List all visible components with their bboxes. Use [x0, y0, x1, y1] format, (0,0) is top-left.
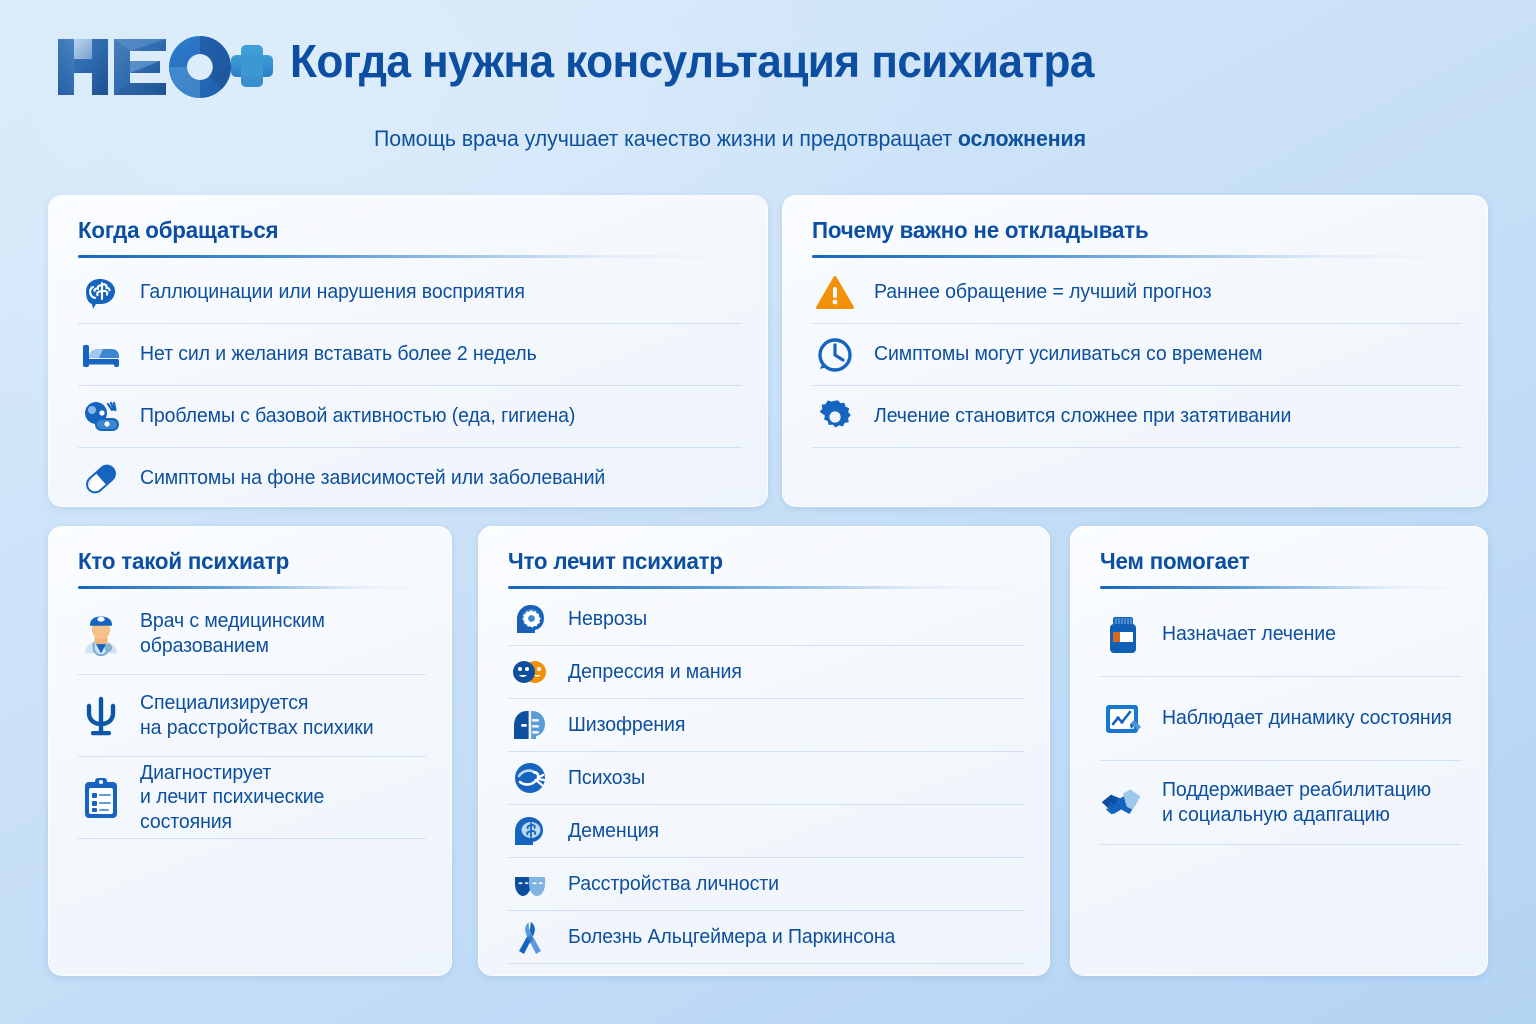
- list-item[interactable]: Шизофрения: [508, 699, 1024, 752]
- list-item-label: Симптомы могут усиливаться со временем: [874, 343, 1263, 366]
- card-title: Почему важно не откладывать: [812, 217, 1149, 243]
- list-item-label: Шизофрения: [568, 713, 686, 736]
- list-item[interactable]: Расстройства личности: [508, 858, 1024, 911]
- list-item-label: Раннее обращение = лучший прогноз: [874, 281, 1212, 304]
- list-item[interactable]: Диагностирует и лечит психические состоя…: [78, 757, 426, 839]
- list-item[interactable]: Психозы: [508, 752, 1024, 805]
- list-item[interactable]: Проблемы с базовой активностью (еда, гиг…: [78, 386, 742, 448]
- card-title-rule: [78, 255, 742, 258]
- neo-plus-logo: [48, 33, 276, 99]
- masks-icon: [508, 862, 552, 906]
- card-title-rule: [78, 586, 426, 589]
- list-item-label: Наблюдает динамику состояния: [1162, 707, 1452, 730]
- page-subtitle: Помощь врача улучшает качество жизни и п…: [22, 126, 1438, 152]
- list-item-label: Галлюцинации или нарушения восприятия: [140, 281, 525, 304]
- head-swirl-icon: [508, 756, 552, 800]
- card-title-rule: [812, 255, 1462, 258]
- list-item-label: Назначает лечение: [1162, 623, 1336, 646]
- card-when-to-seek-help: Когда обращаться Галлюцинации или наруше…: [48, 195, 768, 507]
- list-item[interactable]: Симптомы могут усиливаться со временем: [812, 324, 1462, 386]
- list-item-label: Врач с медицинским образованием: [140, 610, 325, 657]
- doctor-icon: [78, 611, 124, 657]
- handshake-icon: [1100, 780, 1146, 826]
- pill-bottle-icon: [1100, 612, 1146, 658]
- split-head-icon: [508, 703, 552, 747]
- card-who-is-psychiatrist: Кто такой психиатр Врач с меди: [48, 526, 452, 976]
- card-how-it-helps: Чем помогает Назначает лечение: [1070, 526, 1488, 976]
- chart-board-icon: [1100, 696, 1146, 742]
- list-item-label: Диагностирует и лечит психические состоя…: [140, 761, 325, 833]
- list-item-label: Депрессия и мания: [568, 660, 742, 683]
- list-item[interactable]: Специализируется на расстройствах психик…: [78, 675, 426, 757]
- list-item[interactable]: Галлюцинации или нарушения восприятия: [78, 262, 742, 324]
- two-faces-icon: [508, 650, 552, 694]
- card-why-not-delay: Почему важно не откладывать Раннее обращ…: [782, 195, 1488, 507]
- list-item[interactable]: Назначает лечение: [1100, 593, 1462, 677]
- card-title: Чем помогает: [1100, 548, 1250, 574]
- card-title: Что лечит психиатр: [508, 548, 723, 574]
- list-item-label: Деменция: [568, 819, 659, 842]
- card-item-list: Раннее обращение = лучший прогноз Симпто…: [812, 262, 1462, 448]
- clock-icon: [812, 332, 858, 378]
- list-item-label: Психозы: [568, 766, 646, 789]
- card-title-rule: [1100, 586, 1462, 589]
- psi-icon: [78, 693, 124, 739]
- list-item-label: Расстройства личности: [568, 872, 779, 895]
- card-title-rule: [508, 586, 1024, 589]
- list-item[interactable]: Нет сил и желания вставать более 2 недел…: [78, 324, 742, 386]
- warning-triangle-icon: [812, 270, 858, 316]
- header: Когда нужна консультация психиатра Помощ…: [0, 0, 1536, 176]
- list-item[interactable]: Депрессия и мания: [508, 646, 1024, 699]
- ribbon-icon: [508, 915, 552, 959]
- list-item[interactable]: Симптомы на фоне зависимостей или заболе…: [78, 448, 742, 507]
- list-item[interactable]: Поддерживает реабилитацию и социальную а…: [1100, 761, 1462, 845]
- card-title: Кто такой психиатр: [78, 548, 290, 574]
- head-brain-icon: [508, 809, 552, 853]
- subtitle-accent: осложнения: [957, 126, 1086, 151]
- list-item-label: Неврозы: [568, 607, 648, 630]
- list-item[interactable]: Неврозы: [508, 593, 1024, 646]
- bed-icon: [78, 332, 124, 378]
- list-item-label: Нет сил и желания вставать более 2 недел…: [140, 343, 537, 366]
- list-item[interactable]: Лечение становится сложнее при затятиван…: [812, 386, 1462, 448]
- list-item-label: Проблемы с базовой активностью (еда, гиг…: [140, 405, 576, 428]
- card-item-list: Назначает лечение Наблюдает динамику сос…: [1100, 593, 1462, 845]
- card-item-list: Врач с медицинским образованием Специали…: [78, 593, 426, 839]
- list-item-label: Лечение становится сложнее при затятиван…: [874, 405, 1292, 428]
- subtitle-plain: Помощь врача улучшает качество жизни и п…: [374, 126, 958, 151]
- brain-icon: [78, 270, 124, 316]
- clipboard-icon: [78, 775, 124, 821]
- list-item[interactable]: Раннее обращение = лучший прогноз: [812, 262, 1462, 324]
- page-title: Когда нужна консультация психиатра: [290, 35, 1094, 87]
- head-gear-icon: [508, 597, 552, 641]
- list-item-label: Специализируется на расстройствах психик…: [140, 692, 374, 739]
- list-item[interactable]: Врач с медицинским образованием: [78, 593, 426, 675]
- card-title: Когда обращаться: [78, 217, 279, 243]
- list-item-label: Болезнь Альцгеймера и Паркинсона: [568, 925, 896, 948]
- list-item[interactable]: Болезнь Альцгеймера и Паркинсона: [508, 911, 1024, 964]
- capsule-icon: [78, 456, 124, 502]
- meal-icon: [78, 394, 124, 440]
- list-item-label: Симптомы на фоне зависимостей или заболе…: [140, 467, 606, 490]
- card-what-psychiatrist-treats: Что лечит психиатр Неврозы: [478, 526, 1050, 976]
- list-item[interactable]: Наблюдает динамику состояния: [1100, 677, 1462, 761]
- card-item-list: Галлюцинации или нарушения восприятия Не…: [78, 262, 742, 507]
- card-item-list: Неврозы Де: [508, 593, 1024, 964]
- gear-icon: [812, 394, 858, 440]
- list-item-label: Поддерживает реабилитацию и социальную а…: [1162, 779, 1432, 826]
- list-item[interactable]: Деменция: [508, 805, 1024, 858]
